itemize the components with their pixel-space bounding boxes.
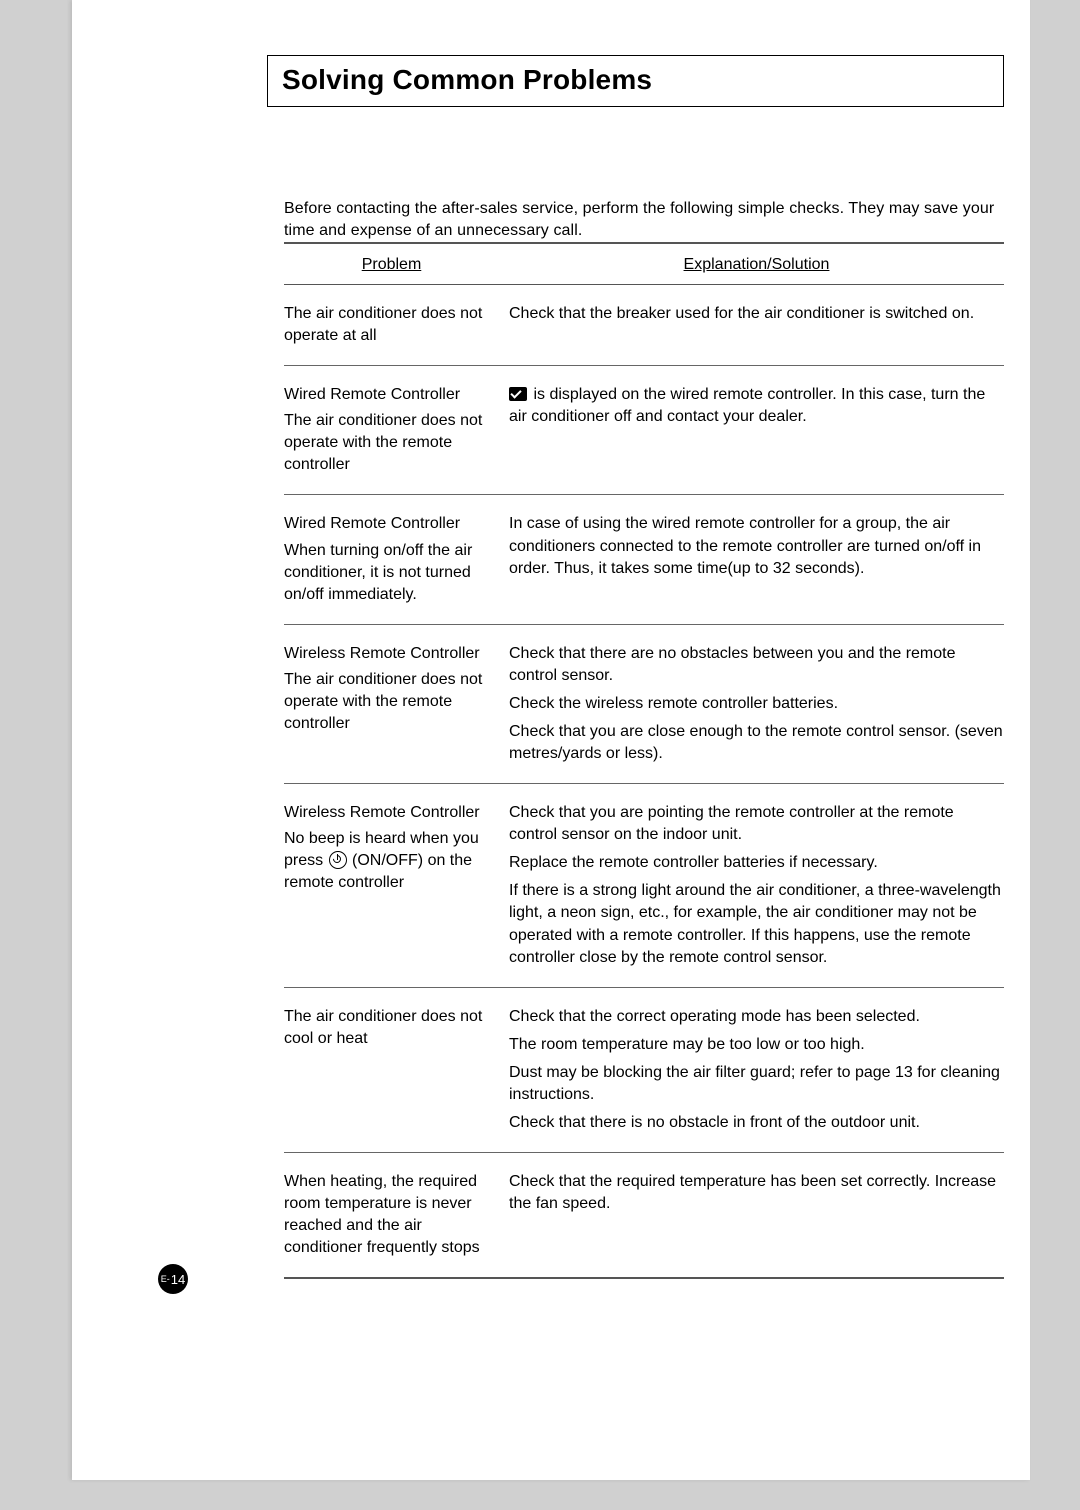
problem-body: The air conditioner does not operate wit… xyxy=(284,410,499,476)
solution-line: Check that the correct operating mode ha… xyxy=(509,1006,1004,1028)
solution-cell: Check that the breaker used for the air … xyxy=(509,303,1004,347)
problem-cell: Wired Remote Controller When turning on/o… xyxy=(284,513,509,605)
header-problem-label: Problem xyxy=(362,256,422,273)
problem-body: The air conditioner does not operate wit… xyxy=(284,669,499,735)
solution-line: The room temperature may be too low or t… xyxy=(509,1034,1004,1056)
header-solution: Explanation/Solution xyxy=(509,256,1004,274)
page-number-prefix: E- xyxy=(161,1274,170,1284)
solution-cell: In case of using the wired remote contro… xyxy=(509,513,1004,605)
problem-body: When turning on/off the air conditioner,… xyxy=(284,540,499,606)
solution-line: Check that the breaker used for the air … xyxy=(509,303,1004,325)
solution-line: Check that there is no obstacle in front… xyxy=(509,1112,1004,1134)
troubleshoot-table: Problem Explanation/Solution The air con… xyxy=(284,242,1004,1279)
solution-line: Dust may be blocking the air filter guar… xyxy=(509,1062,1004,1106)
problem-cell: Wired Remote Controller The air condition… xyxy=(284,384,509,476)
solution-cell: Check that you are pointing the remote c… xyxy=(509,802,1004,969)
solution-line: Check that you are pointing the remote c… xyxy=(509,802,1004,846)
header-problem: Problem xyxy=(284,256,509,274)
problem-cell: The air conditioner does not operate at … xyxy=(284,303,509,347)
page-root: Solving Common Problems Before contactin… xyxy=(0,0,1080,1510)
table-row: The air conditioner does not cool or hea… xyxy=(284,988,1004,1153)
paper-sheet: Solving Common Problems Before contactin… xyxy=(72,0,1030,1480)
problem-cell: The air conditioner does not cool or hea… xyxy=(284,1006,509,1134)
page-title: Solving Common Problems xyxy=(282,64,989,96)
table-row: Wired Remote Controller The air condition… xyxy=(284,366,1004,495)
table-row: Wireless Remote Controller The air condit… xyxy=(284,625,1004,784)
problem-body: When heating, the required room temperat… xyxy=(284,1171,499,1259)
title-box: Solving Common Problems xyxy=(267,55,1004,107)
problem-subtitle: Wired Remote Controller xyxy=(284,384,499,406)
table-header-row: Problem Explanation/Solution xyxy=(284,242,1004,285)
solution-line: Check that the required temperature has … xyxy=(509,1171,1004,1215)
solution-line: In case of using the wired remote contro… xyxy=(509,513,1004,579)
solution-line: is displayed on the wired remote control… xyxy=(509,384,1004,428)
table-row: Wireless Remote Controller No beep is hea… xyxy=(284,784,1004,988)
solution-line: Check that there are no obstacles betwee… xyxy=(509,643,1004,687)
table-row: Wired Remote Controller When turning on/o… xyxy=(284,495,1004,624)
page-number: E-14 xyxy=(158,1264,188,1294)
problem-subtitle: Wireless Remote Controller xyxy=(284,643,499,665)
solution-cell: Check that the correct operating mode ha… xyxy=(509,1006,1004,1134)
problem-body: The air conditioner does not cool or hea… xyxy=(284,1006,499,1050)
page-number-badge: E-14 xyxy=(158,1264,188,1294)
solution-cell: is displayed on the wired remote control… xyxy=(509,384,1004,476)
solution-line: Check the wireless remote controller bat… xyxy=(509,693,1004,715)
solution-line: Replace the remote controller batteries … xyxy=(509,852,1004,874)
problem-subtitle: Wireless Remote Controller xyxy=(284,802,499,824)
solution-line: Check that you are close enough to the r… xyxy=(509,721,1004,765)
problem-subtitle: Wired Remote Controller xyxy=(284,513,499,535)
problem-body: The air conditioner does not operate at … xyxy=(284,303,499,347)
problem-cell: Wireless Remote Controller The air condit… xyxy=(284,643,509,765)
table-row: When heating, the required room temperat… xyxy=(284,1153,1004,1279)
intro-text: Before contacting the after-sales servic… xyxy=(284,198,1004,241)
solution-cell: Check that there are no obstacles betwee… xyxy=(509,643,1004,765)
table-row: The air conditioner does not operate at … xyxy=(284,285,1004,366)
header-solution-label: Explanation/Solution xyxy=(684,256,830,273)
solution-line: If there is a strong light around the ai… xyxy=(509,880,1004,968)
problem-body: No beep is heard when you press (ON/OFF)… xyxy=(284,828,499,894)
solution-cell: Check that the required temperature has … xyxy=(509,1171,1004,1259)
problem-cell: Wireless Remote Controller No beep is hea… xyxy=(284,802,509,969)
problem-cell: When heating, the required room temperat… xyxy=(284,1171,509,1259)
page-number-value: 14 xyxy=(171,1272,185,1287)
table-body: The air conditioner does not operate at … xyxy=(284,285,1004,1279)
error-icon xyxy=(509,387,527,401)
solution-text: is displayed on the wired remote control… xyxy=(509,386,985,425)
power-icon xyxy=(329,851,347,869)
